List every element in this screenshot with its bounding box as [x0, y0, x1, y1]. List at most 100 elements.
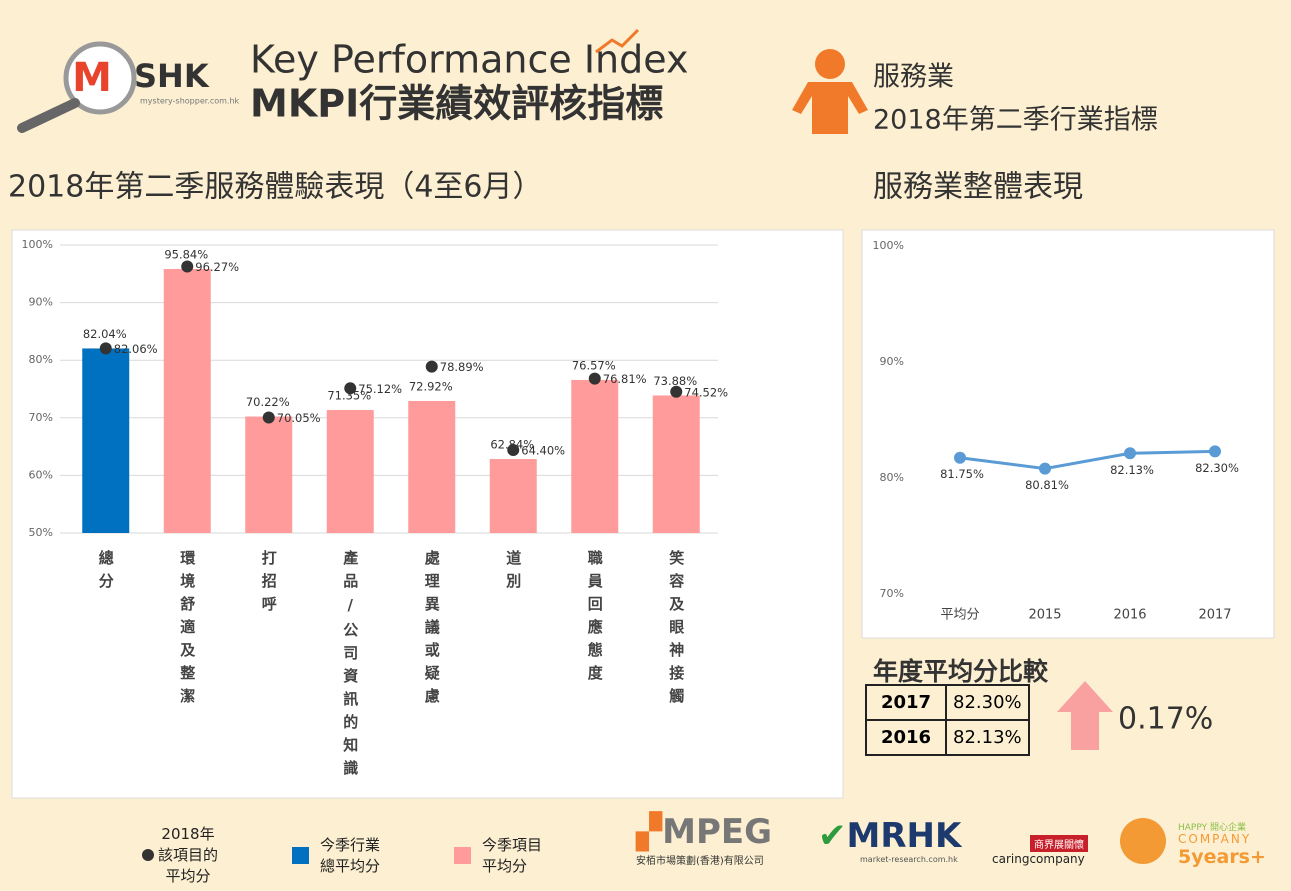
up-arrow — [1057, 681, 1113, 750]
title-arrow — [595, 28, 640, 54]
logo-sub: 安栢市場策劃(香港)有限公司 — [636, 856, 764, 867]
logo-happy-circle — [1120, 818, 1166, 864]
y-tick-label: 90% — [29, 296, 53, 309]
bar — [408, 400, 456, 533]
x-tick-label: 職員回應態度 — [586, 549, 604, 688]
y-tick-label: 70% — [29, 411, 53, 424]
point — [1124, 447, 1136, 460]
value-label: 74.52% — [684, 385, 728, 399]
logo-handle — [17, 98, 80, 133]
bar — [652, 395, 700, 533]
point — [954, 451, 966, 464]
logo-happy: HAPPY 開心企業 — [1178, 823, 1246, 833]
chart-title: 2018年第二季服務體驗表現（4至6月） — [8, 170, 543, 205]
x-tick-label: 2015 — [1028, 608, 1061, 623]
chart-panel — [861, 229, 1275, 639]
y-tick-label: 100% — [22, 238, 53, 251]
logo-sub: market-research.com.hk — [860, 855, 958, 864]
table-title: 年度平均分比較 — [873, 657, 1049, 686]
y-tick-label: 90% — [880, 355, 904, 368]
x-tick-label: 打招呼 — [260, 549, 278, 619]
logo-happy: COMPANY — [1178, 832, 1252, 846]
change-value: 0.17% — [1118, 702, 1213, 737]
value-label: 82.30% — [1195, 461, 1239, 475]
legend-label: 今季項目 平均分 — [482, 836, 543, 875]
legend-swatch — [454, 847, 471, 864]
person-icon — [792, 49, 868, 134]
cell: 2016 — [865, 719, 947, 756]
row: 2016 82.13% — [865, 719, 1030, 756]
y-tick-label: 80% — [29, 353, 53, 366]
x-tick-label: 環境舒適及整潔 — [178, 550, 196, 711]
value-label: 72.92% — [409, 379, 453, 393]
bar — [163, 268, 211, 533]
logo-text: MPEG — [662, 812, 773, 852]
dot — [588, 372, 601, 385]
row: 2017 82.30% — [865, 684, 1030, 721]
x-tick-label: 處理異議或疑慮 — [423, 549, 441, 711]
value-label: 95.84% — [164, 247, 208, 261]
y-tick-label: 60% — [29, 468, 53, 481]
logo-lens — [63, 41, 137, 115]
point — [1209, 445, 1221, 458]
value-label: 82.06% — [114, 342, 158, 356]
value-label: 96.27% — [195, 260, 239, 274]
logo-caring: caringcompany — [992, 852, 1085, 866]
point — [1039, 462, 1051, 475]
y-tick-label: 100% — [873, 239, 904, 252]
x-tick-label: 產品/公司資訊的知識 — [341, 549, 359, 783]
logo-text: MRHK — [846, 816, 962, 856]
value-label: 81.75% — [940, 467, 984, 481]
bar — [326, 410, 374, 533]
logo-text: SHK — [134, 57, 210, 95]
cell: 82.30% — [945, 684, 1030, 721]
value-label: 71.35% — [327, 389, 371, 403]
logo-mark: M — [72, 55, 112, 101]
x-tick-label: 道別 — [504, 549, 522, 596]
legend-swatch — [292, 847, 309, 864]
dot — [181, 260, 194, 273]
dot — [507, 444, 520, 457]
line — [959, 449, 1216, 471]
bar — [82, 348, 130, 533]
dot — [99, 342, 112, 355]
value-label: 75.12% — [358, 382, 402, 396]
cell: 2017 — [865, 684, 947, 721]
title-zh: MKPI行業績效評核指標 — [250, 82, 663, 126]
title-en: Key Performance Index — [250, 38, 688, 82]
x-tick-label: 2017 — [1198, 608, 1231, 623]
legend-label: 2018年 該項目的 平均分 — [158, 825, 219, 885]
logo-mrhk: ✔MRHK — [818, 816, 962, 856]
x-tick-label: 平均分 — [940, 608, 979, 623]
y-tick-label: 70% — [880, 587, 904, 600]
value-label: 82.13% — [1110, 463, 1154, 477]
dot — [425, 360, 438, 373]
logo-mpeg: ▞MPEG — [636, 812, 773, 852]
y-tick-label: 80% — [880, 471, 904, 484]
x-tick-label: 2016 — [1113, 608, 1146, 623]
value-label: 73.88% — [653, 374, 697, 388]
sector: 服務業 — [873, 62, 954, 93]
value-label: 78.89% — [440, 360, 484, 374]
logo-url: mystery-shopper.com.hk — [140, 97, 240, 106]
value-label: 64.40% — [521, 444, 565, 458]
value-label: 76.81% — [603, 372, 647, 386]
value-label: 76.57% — [572, 358, 616, 372]
y-tick-label: 50% — [29, 526, 53, 539]
bar — [245, 416, 293, 533]
legend-label: 今季行業 總平均分 — [320, 836, 381, 875]
x-tick-label: 笑容及眼神接觸 — [667, 549, 685, 711]
logo-badge: 商界展關懷 — [1030, 835, 1088, 852]
value-label: 82.04% — [83, 327, 127, 341]
bar — [489, 459, 537, 533]
bar — [571, 379, 619, 533]
value-label: 70.05% — [277, 411, 321, 425]
value-label: 80.81% — [1025, 478, 1069, 492]
legend-swatch — [142, 849, 154, 861]
dot — [344, 382, 357, 395]
dot — [670, 385, 683, 398]
dot — [262, 411, 275, 424]
cell: 82.13% — [945, 719, 1030, 756]
